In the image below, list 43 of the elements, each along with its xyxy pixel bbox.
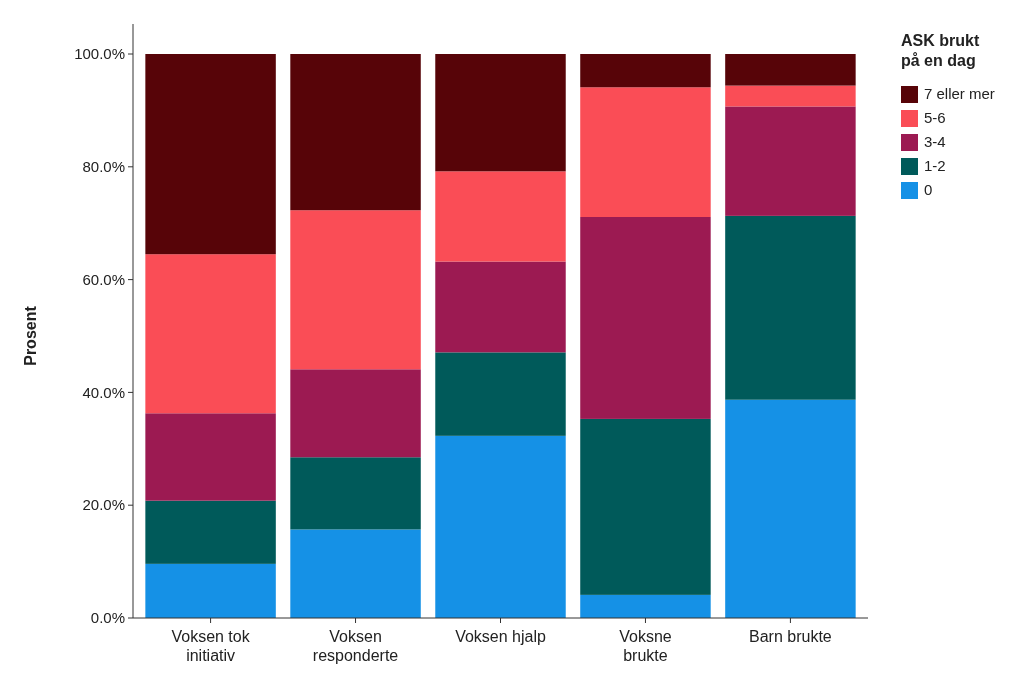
bar <box>145 413 276 501</box>
x-tick-label: Voksen hjalp <box>455 628 546 645</box>
bar <box>725 106 856 216</box>
bar <box>580 594 711 618</box>
bar <box>435 171 566 262</box>
y-tick-label: 0.0% <box>90 609 125 627</box>
x-tick-label: Voksen tok initiativ <box>171 628 251 664</box>
y-tick-label: 80.0% <box>82 158 125 176</box>
y-tick-label: 100.0% <box>74 45 125 63</box>
bar <box>435 261 566 353</box>
y-axis-title: Prosent <box>22 305 39 366</box>
bar <box>725 85 856 107</box>
bar <box>145 563 276 618</box>
bar <box>580 54 711 88</box>
y-tick-label: 60.0% <box>82 270 125 288</box>
bar <box>145 254 276 414</box>
bar <box>290 369 421 458</box>
x-tick-label: Barn brukte <box>749 628 832 645</box>
bar <box>435 435 566 618</box>
bar <box>725 399 856 618</box>
bar <box>290 54 421 211</box>
bar <box>435 352 566 436</box>
x-tick-label: Voksne brukte <box>619 628 672 664</box>
bar <box>290 529 421 618</box>
bar <box>145 500 276 564</box>
legend-label: 0 <box>924 181 933 199</box>
x-tick-label: Voksen responderte <box>312 628 399 664</box>
bar <box>580 418 711 595</box>
bar <box>290 457 421 530</box>
legend-title: ASK brukt på en dag <box>901 32 980 69</box>
bar <box>290 210 421 370</box>
bar <box>435 54 566 172</box>
legend-label: 1-2 <box>924 157 946 175</box>
legend-label: 5-6 <box>924 109 946 127</box>
y-tick-label: 20.0% <box>82 496 125 514</box>
bar <box>580 87 711 217</box>
bar <box>580 217 711 419</box>
bar <box>145 54 276 255</box>
bar <box>725 54 856 86</box>
y-tick-label: 40.0% <box>82 383 125 401</box>
bar <box>725 215 856 400</box>
legend-label: 7 eller mer <box>924 85 995 103</box>
legend-label: 3-4 <box>924 133 946 151</box>
